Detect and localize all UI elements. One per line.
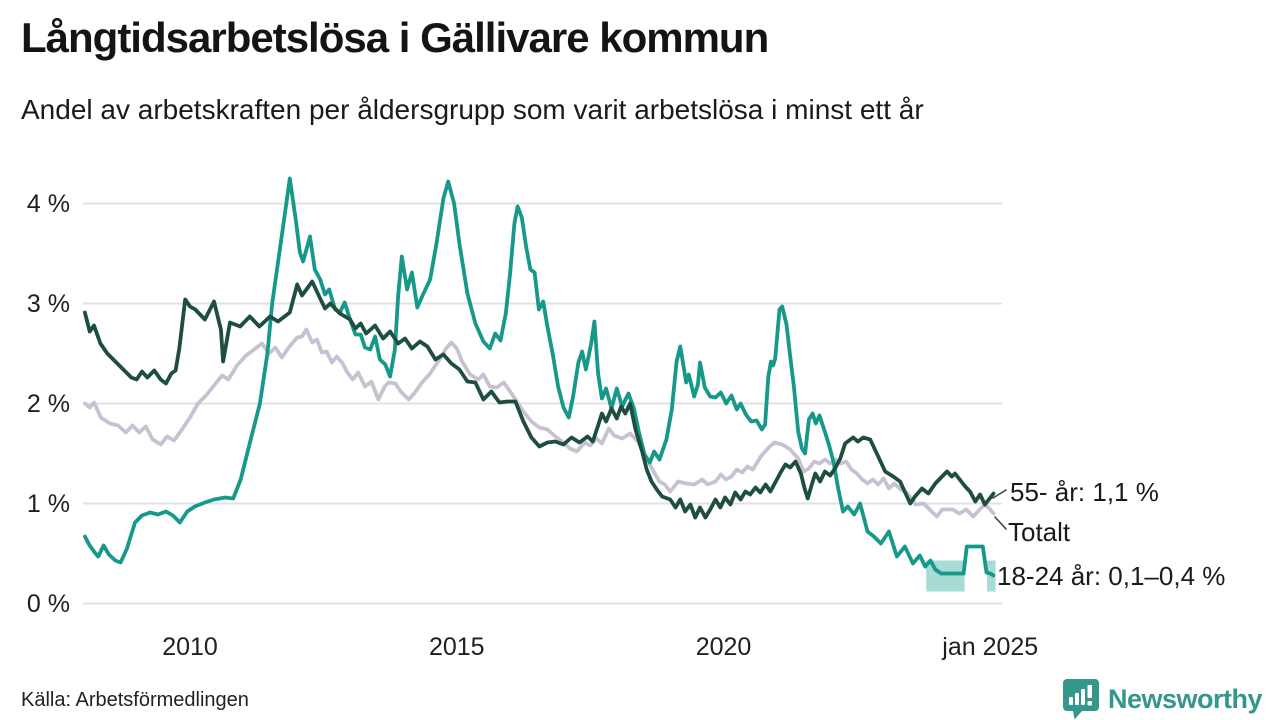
x-tick-label: 2020 <box>695 633 752 661</box>
x-tick-label: 2015 <box>428 633 485 661</box>
chart-subtitle: Andel av arbetskraften per åldersgrupp s… <box>21 94 924 125</box>
newsworthy-logo-text: Newsworthy <box>1107 683 1263 714</box>
source-note: Källa: Arbetsförmedlingen <box>21 689 249 711</box>
y-tick-label: 3 % <box>26 289 70 318</box>
y-tick-label: 4 % <box>26 189 70 218</box>
series-line-18-24-r <box>83 176 996 578</box>
annotation-18-24-ar: 18-24 år: 0,1–0,4 % <box>997 561 1226 591</box>
series-line-totalt <box>83 327 996 519</box>
series-line-55-r <box>83 279 996 520</box>
annotation-leader-line <box>992 489 1007 499</box>
annotation-55-ar: 55- år: 1,1 % <box>1010 477 1159 507</box>
y-tick-label: 1 % <box>26 489 70 518</box>
x-tick-label: jan 2025 <box>942 633 1039 661</box>
newsworthy-logo-icon <box>1062 678 1100 720</box>
y-tick-label: 2 % <box>26 389 70 418</box>
y-tick-label: 0 % <box>26 589 70 618</box>
x-tick-label: 2010 <box>162 633 218 661</box>
annotation-totalt: Totalt <box>1008 517 1071 547</box>
page-title: Långtidsarbetslösa i Gällivare kommun <box>21 14 769 61</box>
annotation-leader-line <box>994 516 1007 530</box>
newsworthy-logo: Newsworthy <box>1062 678 1263 720</box>
